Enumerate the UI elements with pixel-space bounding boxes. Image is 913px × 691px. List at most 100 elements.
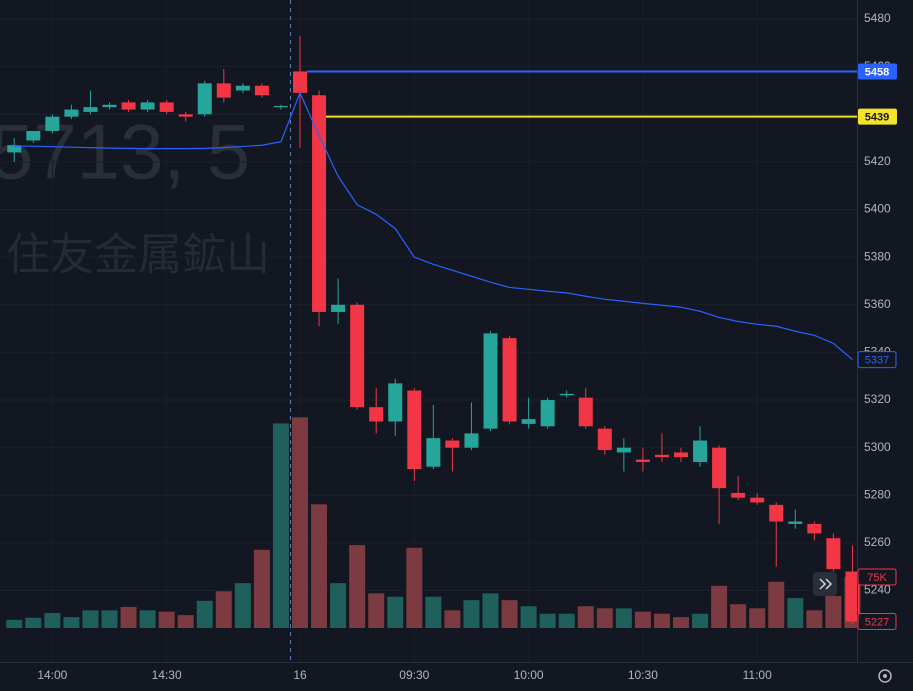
candle-body (407, 390, 422, 470)
candle-body (121, 102, 136, 110)
candle-body (83, 107, 98, 112)
volume-bar (272, 423, 289, 628)
candle-body (483, 333, 498, 429)
candle-body (426, 438, 441, 467)
vwap-line (14, 91, 853, 361)
settings-button[interactable] (878, 669, 892, 683)
volume-bar (730, 604, 747, 628)
watermark-name: 住友金属鉱山 (6, 231, 270, 280)
price-line-label: 5439 (865, 112, 889, 124)
candle-body (502, 338, 517, 422)
candle-body (102, 104, 117, 108)
candle-body (788, 521, 803, 524)
y-tick-label: 5320 (864, 392, 891, 406)
candle-body (254, 85, 269, 96)
y-tick-label: 5400 (864, 202, 891, 216)
candle-body (521, 419, 536, 424)
watermark-symbol: 5713, 5 (0, 108, 250, 196)
scroll-icon (819, 578, 833, 590)
overlay-layer (14, 70, 857, 361)
y-tick-label: 5300 (864, 440, 891, 454)
grid (289, 0, 291, 662)
x-tick-label: 14:30 (152, 668, 182, 682)
y-tick-label: 5380 (864, 249, 891, 263)
price-line-label-bg (858, 63, 897, 80)
volume-bar (311, 504, 328, 628)
settings-icon[interactable] (878, 669, 892, 683)
volume-bar (501, 600, 518, 628)
candle-body (845, 571, 860, 622)
last-price-label-bg (857, 613, 897, 631)
volume-bar (749, 608, 766, 628)
volume-bar (349, 545, 366, 628)
volume-bar (253, 549, 270, 628)
volume-bar (292, 417, 308, 628)
settings-icon-dot (883, 674, 887, 678)
volume-bar (444, 610, 461, 628)
volume-bar (25, 617, 42, 628)
y-tick-label: 5260 (864, 535, 891, 549)
volume-bar (177, 615, 194, 628)
candle-body (216, 83, 231, 98)
volume-bar (234, 583, 251, 628)
candle-body (45, 116, 60, 131)
x-tick-label: 10:30 (628, 668, 658, 682)
candle-body (7, 145, 22, 153)
volume-bar (520, 606, 537, 628)
x-tick-label: 09:30 (399, 668, 429, 682)
candle-body (769, 504, 784, 522)
candle-body (731, 492, 746, 498)
candle-body (597, 428, 612, 451)
volume-bar (806, 610, 823, 628)
candle-body (807, 523, 822, 534)
y-tick-label: 5420 (864, 154, 891, 168)
volume-bar (825, 596, 842, 628)
volume-bar (406, 547, 423, 628)
volume-bar (63, 617, 80, 628)
candle-body (712, 447, 727, 489)
candle-body (159, 102, 174, 112)
candle-body (674, 452, 688, 458)
y-tick-label: 5480 (864, 11, 891, 25)
x-tick-label: 16 (293, 668, 307, 682)
volume-bar (120, 606, 137, 628)
candle-body (197, 83, 212, 115)
volume-bar (6, 619, 23, 628)
candle-body (369, 407, 384, 422)
candle-body (388, 383, 403, 422)
volume-bar (577, 606, 594, 628)
x-tick-label: 10:00 (514, 668, 544, 682)
volume-bar (768, 581, 785, 628)
vwap-last-label-bg (857, 351, 897, 369)
volume-bar (673, 617, 689, 628)
candle-body (312, 95, 327, 312)
volume-bar (196, 600, 213, 628)
candle-layer (7, 35, 860, 624)
volume-bar (634, 611, 651, 628)
candle-body (331, 304, 346, 312)
x-tick-label: 14:00 (37, 668, 67, 682)
volume-bar (653, 613, 670, 628)
price-line-label-bg (858, 108, 897, 125)
volume-last-label-bg (857, 568, 897, 586)
candle-body (693, 440, 708, 462)
candle-body (616, 447, 631, 453)
candle-body (826, 538, 841, 570)
price-line-label: 5458 (865, 66, 889, 78)
y-tick-label: 5280 (864, 487, 891, 501)
scroll-button[interactable] (813, 572, 837, 596)
volume-bar (44, 613, 61, 628)
axis-layer: 5240526052805300532053405360538054005420… (37, 11, 897, 682)
volume-bar (82, 610, 99, 628)
candle-body (140, 102, 155, 110)
volume-bar (330, 583, 347, 628)
candle-body (559, 393, 574, 396)
candle-body (445, 440, 460, 448)
candle-body (635, 459, 650, 462)
candle-body (750, 497, 765, 503)
candle-body (578, 397, 593, 427)
volume-bar (482, 593, 499, 628)
candle-body (464, 433, 479, 448)
